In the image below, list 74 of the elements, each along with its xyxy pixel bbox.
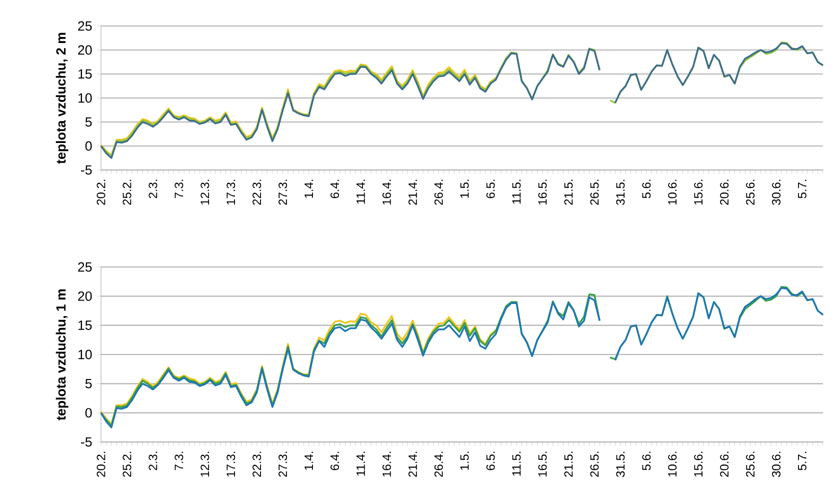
x-tick-label: 25.6. bbox=[746, 180, 755, 205]
x-tick-label: 27.3. bbox=[278, 180, 288, 205]
x-tick-label: 20.2. bbox=[96, 180, 106, 205]
x-tick-label: 5.7. bbox=[798, 180, 806, 198]
x-tick-label: 22.3. bbox=[252, 452, 262, 477]
x-tick-label: 21.4. bbox=[408, 180, 417, 205]
x-tick-label: 31.5. bbox=[616, 180, 625, 205]
x-tick-label: 15.6. bbox=[694, 180, 703, 204]
x-tick-label: 2.3. bbox=[148, 452, 158, 470]
x-tick-label: 22.3. bbox=[252, 180, 262, 205]
y-axis-title: teplota vzduchu, 2 m bbox=[56, 32, 68, 164]
x-tick-label: 17.3. bbox=[226, 180, 236, 204]
y-tick-label: 20 bbox=[78, 45, 92, 55]
y-tick-label: 10 bbox=[78, 350, 92, 360]
y-tick-label: 0 bbox=[85, 141, 92, 151]
y-tick-label: 15 bbox=[78, 69, 92, 79]
x-tick-label: 6.4. bbox=[330, 452, 340, 470]
x-tick-label: 16.4. bbox=[382, 452, 391, 476]
line-series bbox=[100, 312, 497, 425]
x-tick-label: 20.2. bbox=[96, 452, 106, 477]
y-tick-label: 0 bbox=[85, 408, 92, 418]
y-tick-label: -5 bbox=[81, 165, 92, 175]
y-tick-label: 20 bbox=[78, 291, 92, 301]
y-tick-label: 25 bbox=[78, 21, 92, 31]
y-tick-label: -5 bbox=[81, 437, 92, 447]
x-tick-label: 6.5. bbox=[486, 452, 495, 470]
x-tick-label: 12.3. bbox=[200, 180, 210, 204]
x-tick-label: 15.6. bbox=[694, 452, 703, 476]
x-tick-label: 25.2. bbox=[122, 180, 132, 205]
x-tick-label: 5.7. bbox=[798, 452, 806, 470]
x-tick-label: 10.6. bbox=[668, 452, 677, 476]
x-tick-label: 17.3. bbox=[226, 452, 236, 476]
x-tick-label: 5.6. bbox=[642, 452, 651, 470]
x-tick-label: 21.4. bbox=[408, 452, 417, 477]
x-tick-label: 31.5. bbox=[616, 452, 625, 477]
x-tick-label: 10.6. bbox=[668, 180, 677, 204]
x-tick-label: 11.4. bbox=[356, 452, 365, 476]
x-tick-label: 11.4. bbox=[356, 180, 365, 204]
y-tick-label: 5 bbox=[85, 117, 92, 127]
x-tick-label: 11.5. bbox=[512, 452, 521, 476]
y-tick-label: 25 bbox=[78, 262, 92, 272]
x-tick-label: 5.6. bbox=[642, 180, 651, 198]
x-tick-label: 6.4. bbox=[330, 180, 340, 198]
x-tick-label: 6.5. bbox=[486, 180, 495, 198]
x-tick-label: 1.4. bbox=[304, 452, 313, 470]
x-tick-label: 30.6. bbox=[772, 180, 781, 205]
x-tick-label: 26.5. bbox=[590, 452, 599, 477]
x-tick-label: 1.5. bbox=[460, 180, 469, 198]
x-tick-label: 26.4. bbox=[434, 180, 443, 205]
x-tick-label: 21.5. bbox=[564, 452, 573, 477]
x-tick-label: 25.2. bbox=[122, 452, 132, 477]
x-tick-label: 2.3. bbox=[148, 180, 158, 198]
x-tick-label: 7.3. bbox=[174, 180, 184, 198]
x-tick-label: 21.5. bbox=[564, 180, 573, 205]
x-tick-label: 16.5. bbox=[538, 452, 547, 476]
x-tick-label: 30.6. bbox=[772, 452, 781, 477]
x-tick-label: 25.6. bbox=[746, 452, 755, 477]
x-tick-label: 1.4. bbox=[304, 180, 313, 198]
x-tick-label: 12.3. bbox=[200, 452, 210, 476]
y-tick-label: 15 bbox=[78, 320, 92, 330]
x-tick-label: 26.5. bbox=[590, 180, 599, 205]
y-tick-label: 5 bbox=[85, 379, 92, 388]
x-tick-label: 16.5. bbox=[538, 180, 547, 204]
x-tick-label: 1.5. bbox=[460, 452, 469, 470]
x-tick-label: 20.6. bbox=[720, 180, 729, 205]
x-tick-label: 7.3. bbox=[174, 452, 184, 470]
x-tick-label: 20.6. bbox=[720, 452, 729, 477]
x-tick-label: 11.5. bbox=[512, 180, 521, 204]
x-tick-label: 27.3. bbox=[278, 452, 288, 477]
x-tick-label: 16.4. bbox=[382, 180, 391, 204]
x-tick-label: 26.4. bbox=[434, 452, 443, 477]
line-series bbox=[100, 64, 497, 156]
y-axis-title: teplota vzduchu, 1 m bbox=[56, 289, 68, 420]
y-tick-label: 10 bbox=[78, 93, 92, 103]
